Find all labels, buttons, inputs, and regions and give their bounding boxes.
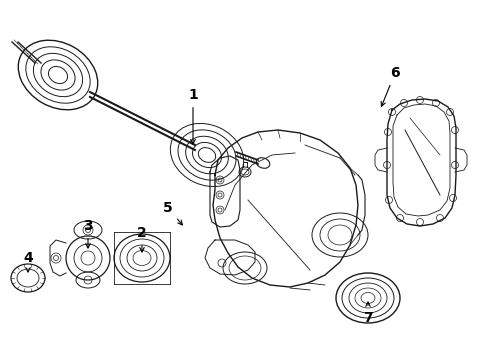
Text: 3: 3 <box>83 219 93 248</box>
Text: 5: 5 <box>163 201 182 225</box>
Text: 4: 4 <box>23 251 33 272</box>
Text: 7: 7 <box>363 302 373 325</box>
Text: 6: 6 <box>381 66 400 106</box>
Text: 1: 1 <box>188 88 198 144</box>
Text: 2: 2 <box>137 226 147 252</box>
